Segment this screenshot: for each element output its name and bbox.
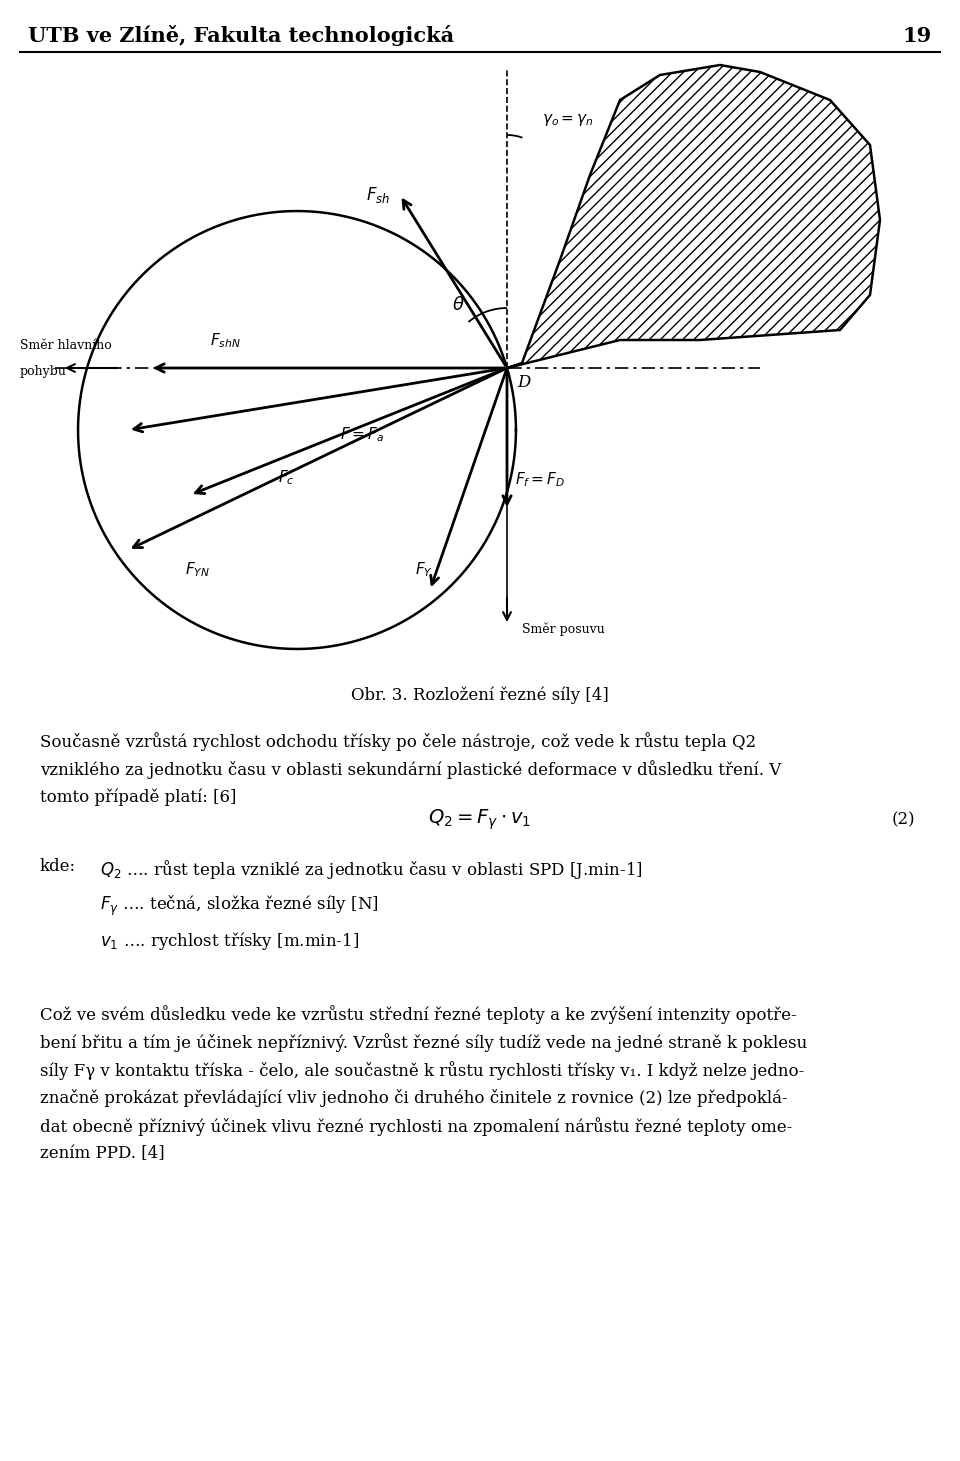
Text: $F_{shN}$: $F_{shN}$ (210, 332, 241, 351)
Text: $\theta$: $\theta$ (452, 297, 465, 314)
Text: $Q_2 = F_\gamma \cdot v_1$: $Q_2 = F_\gamma \cdot v_1$ (428, 808, 532, 833)
Text: síly Fγ v kontaktu tříska - čelo, ale součastně k růstu rychlosti třísky v₁. I k: síly Fγ v kontaktu tříska - čelo, ale so… (40, 1061, 804, 1080)
Text: $F_Y$: $F_Y$ (415, 561, 433, 580)
Text: tomto případě platí: [6]: tomto případě platí: [6] (40, 787, 236, 805)
Text: Směr hlavního: Směr hlavního (20, 339, 111, 352)
Text: (2): (2) (892, 811, 915, 828)
Text: Což ve svém důsledku vede ke vzrůstu střední řezné teploty a ke zvýšení intenzit: Což ve svém důsledku vede ke vzrůstu stř… (40, 1005, 797, 1024)
Text: Obr. 3. Rozložení řezné síly [4]: Obr. 3. Rozložení řezné síly [4] (351, 687, 609, 704)
Text: $F_c$: $F_c$ (278, 469, 295, 488)
Text: značně prokázat převládající vliv jednoho či druhého činitele z rovnice (2) lze : značně prokázat převládající vliv jednoh… (40, 1088, 787, 1107)
Text: $Q_2$ …. růst tepla vzniklé za jednotku času v oblasti SPD [J.min-1]: $Q_2$ …. růst tepla vzniklé za jednotku … (100, 858, 643, 881)
Text: bení břitu a tím je účinek nepříznivý. Vzrůst řezné síly tudíž vede na jedné str: bení břitu a tím je účinek nepříznivý. V… (40, 1033, 807, 1052)
Text: $F_f = F_D$: $F_f = F_D$ (515, 470, 565, 489)
Text: Současně vzrůstá rychlost odchodu třísky po čele nástroje, což vede k růstu tepl: Současně vzrůstá rychlost odchodu třísky… (40, 732, 756, 751)
Text: $v_1$ …. rychlost třísky [m.min-1]: $v_1$ …. rychlost třísky [m.min-1] (100, 931, 359, 953)
Text: kde:: kde: (40, 858, 76, 875)
Text: Směr posuvu: Směr posuvu (522, 622, 605, 636)
Text: D: D (517, 374, 530, 392)
Text: $\gamma_o = \gamma_n$: $\gamma_o = \gamma_n$ (542, 112, 594, 129)
Text: $F_{YN}$: $F_{YN}$ (185, 561, 210, 580)
Text: vzniklého za jednotku času v oblasti sekundární plastické deformace v důsledku t: vzniklého za jednotku času v oblasti sek… (40, 760, 781, 779)
Text: zením PPD. [4]: zením PPD. [4] (40, 1145, 164, 1161)
Text: dat obecně příznivý účinek vlivu řezné rychlosti na zpomalení nárůstu řezné tepl: dat obecně příznivý účinek vlivu řezné r… (40, 1118, 792, 1135)
Text: UTB ve Zlíně, Fakulta technologická: UTB ve Zlíně, Fakulta technologická (28, 25, 454, 47)
Text: $F = F_a$: $F = F_a$ (340, 425, 384, 444)
Text: $F_{sh}$: $F_{sh}$ (366, 186, 390, 205)
Text: 19: 19 (902, 26, 932, 45)
Polygon shape (507, 64, 880, 368)
Text: $F_\gamma$ …. tečná, složka řezné síly [N]: $F_\gamma$ …. tečná, složka řezné síly [… (100, 894, 378, 918)
Text: pohybu: pohybu (20, 365, 67, 378)
